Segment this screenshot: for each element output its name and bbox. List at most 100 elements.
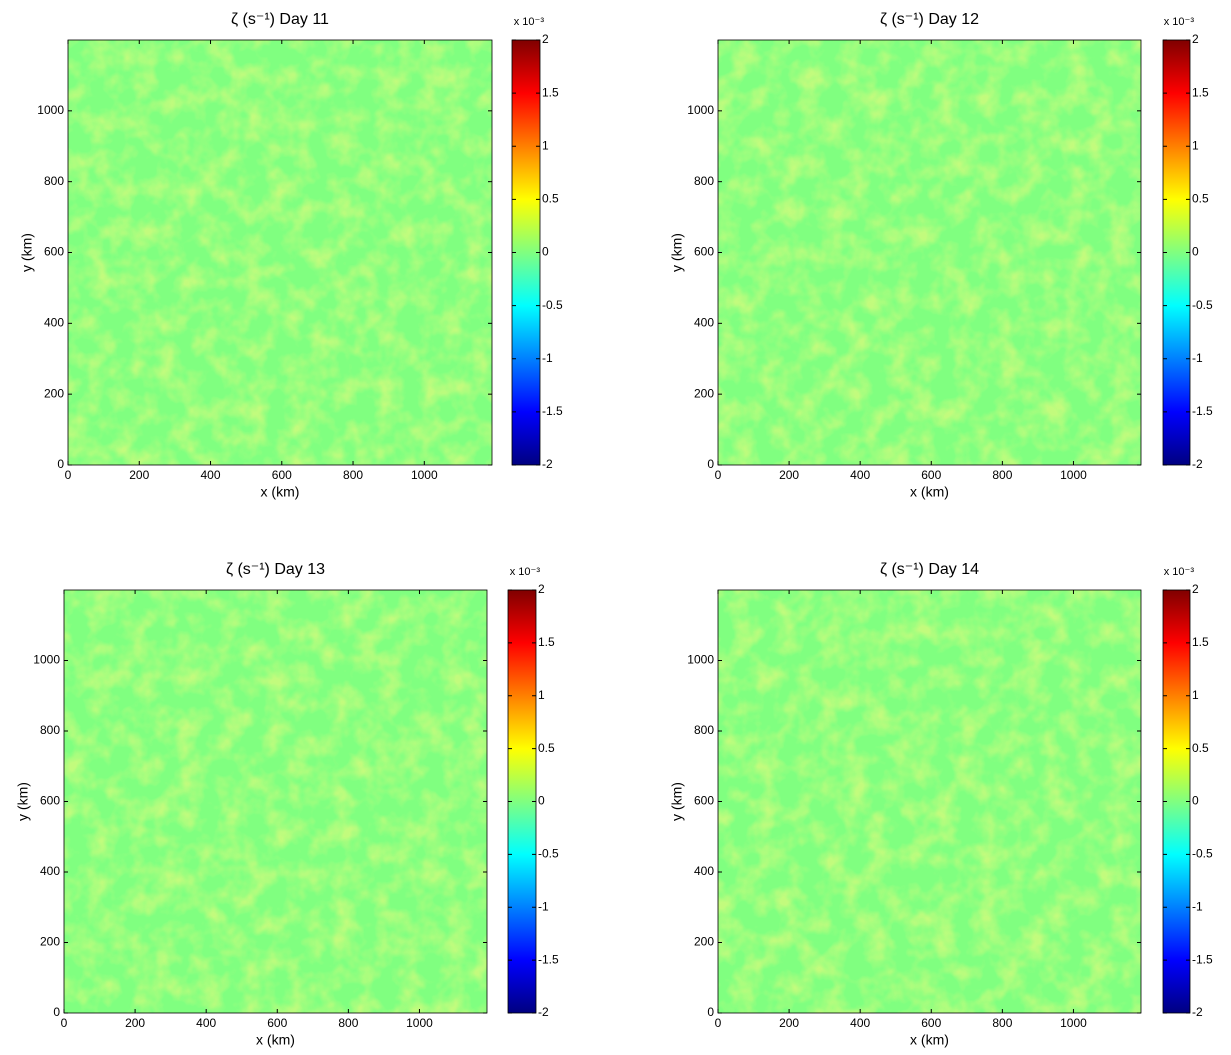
y-tick-label: 0 — [707, 1005, 714, 1019]
x-tick-label: 800 — [343, 468, 363, 482]
colorbar-tick-label: 1 — [538, 688, 545, 702]
colorbar-tick-label: 1 — [1192, 138, 1199, 152]
colorbar — [511, 39, 541, 466]
colorbar-tick-label: -2 — [1192, 457, 1203, 471]
x-tick-label: 400 — [850, 468, 870, 482]
colorbar-tick-label: -0.5 — [538, 847, 559, 861]
y-tick-label: 800 — [694, 723, 714, 737]
colorbar-tick-label: 0.5 — [542, 192, 559, 206]
x-axis-label: x (km) — [256, 1032, 295, 1048]
colorbar-tick-label: 1.5 — [542, 85, 559, 99]
y-tick-label: 600 — [44, 245, 64, 259]
y-tick-label: 200 — [44, 386, 64, 400]
x-tick-label: 800 — [338, 1016, 358, 1030]
colorbar-tick-label: 0 — [1192, 245, 1199, 259]
x-tick-label: 200 — [129, 468, 149, 482]
y-tick-label: 1000 — [37, 103, 64, 117]
panel: ζ (s⁻¹) Day 11x (km)y (km)0 200 400 600 800 1… — [19, 11, 563, 499]
x-tick-label: 1000 — [1060, 1016, 1087, 1030]
x-tick-label: 400 — [850, 1016, 870, 1030]
y-tick-label: 200 — [40, 935, 60, 949]
colorbar-tick-label: -1.5 — [542, 404, 563, 418]
colorbar-tick-label: 2 — [538, 582, 545, 596]
y-axis-label: y (km) — [15, 782, 31, 821]
colorbar-tick-label: 1.5 — [538, 635, 555, 649]
colorbar-tick-label: 2 — [542, 32, 549, 46]
colorbar-tick-label: -1.5 — [538, 952, 559, 966]
colorbar-tick-label: -2 — [1192, 1005, 1203, 1019]
x-tick-label: 600 — [272, 468, 292, 482]
y-tick-label: 1000 — [33, 653, 60, 667]
x-tick-label: 800 — [992, 1016, 1012, 1030]
field-texture — [718, 40, 1141, 465]
panel: ζ (s⁻¹) Day 12x (km)y (km)0 200 400 600 800 1… — [669, 11, 1213, 499]
y-axis-label: y (km) — [669, 233, 685, 272]
x-tick-label: 600 — [921, 1016, 941, 1030]
panel: ζ (s⁻¹) Day 14x (km)y (km)0 200 400 600 800 1… — [669, 561, 1213, 1047]
colorbar-tick-label: -2 — [538, 1005, 549, 1019]
colorbar-tick-label: 2 — [1192, 582, 1199, 596]
colorbar-scale: x 10⁻³ — [514, 16, 545, 28]
x-tick-label: 400 — [201, 468, 221, 482]
y-tick-label: 800 — [694, 174, 714, 188]
chart-title: ζ (s⁻¹) Day 11 — [231, 11, 329, 28]
colorbar-tick-label: 0.5 — [1192, 741, 1209, 755]
colorbar-tick-label: -1 — [1192, 351, 1203, 365]
x-tick-label: 0 — [61, 1016, 68, 1030]
x-tick-label: 800 — [992, 468, 1012, 482]
colorbar — [1162, 589, 1191, 1014]
x-tick-label: 0 — [715, 468, 722, 482]
x-axis-label: x (km) — [910, 1032, 949, 1048]
x-axis-label: x (km) — [910, 484, 949, 500]
y-tick-label: 200 — [694, 386, 714, 400]
colorbar-tick-label: 1.5 — [1192, 635, 1209, 649]
y-tick-label: 0 — [57, 457, 64, 471]
y-tick-label: 800 — [40, 723, 60, 737]
field-texture — [68, 40, 492, 465]
colorbar-tick-label: -1.5 — [1192, 404, 1213, 418]
y-tick-label: 0 — [53, 1005, 60, 1019]
colorbar-tick-label: -1 — [542, 351, 553, 365]
y-tick-label: 600 — [40, 794, 60, 808]
x-tick-label: 200 — [779, 1016, 799, 1030]
colorbar-tick-label: -0.5 — [542, 298, 563, 312]
x-axis-label: x (km) — [261, 484, 300, 500]
y-tick-label: 800 — [44, 174, 64, 188]
y-tick-label: 600 — [694, 245, 714, 259]
x-tick-label: 0 — [715, 1016, 722, 1030]
chart-title: ζ (s⁻¹) Day 14 — [880, 561, 979, 578]
colorbar — [507, 589, 537, 1014]
y-tick-label: 1000 — [687, 653, 714, 667]
colorbar-tick-label: -1 — [1192, 899, 1203, 913]
panel: ζ (s⁻¹) Day 13x (km)y (km)0 200 400 600 800 1… — [15, 561, 559, 1047]
colorbar-tick-label: 0 — [538, 794, 545, 808]
colorbar-tick-label: 0.5 — [1192, 192, 1209, 206]
y-tick-label: 1000 — [687, 103, 714, 117]
y-tick-label: 400 — [44, 316, 64, 330]
y-tick-label: 0 — [707, 457, 714, 471]
colorbar-tick-label: 0 — [542, 245, 549, 259]
colorbar-tick-label: -0.5 — [1192, 298, 1213, 312]
x-tick-label: 1000 — [411, 468, 438, 482]
colorbar-scale: x 10⁻³ — [1164, 566, 1195, 578]
colorbar — [1162, 39, 1191, 466]
y-tick-label: 400 — [694, 316, 714, 330]
field-texture — [64, 590, 487, 1013]
x-tick-label: 0 — [65, 468, 72, 482]
y-axis-label: y (km) — [19, 233, 35, 272]
y-tick-label: 600 — [694, 794, 714, 808]
y-tick-label: 200 — [694, 935, 714, 949]
x-tick-label: 600 — [267, 1016, 287, 1030]
colorbar-tick-label: 0 — [1192, 794, 1199, 808]
field-texture — [718, 590, 1141, 1013]
colorbar-scale: x 10⁻³ — [510, 566, 541, 578]
x-tick-label: 400 — [196, 1016, 216, 1030]
chart-title: ζ (s⁻¹) Day 12 — [880, 11, 979, 28]
y-axis-label: y (km) — [669, 782, 685, 821]
x-tick-label: 200 — [779, 468, 799, 482]
x-tick-label: 600 — [921, 468, 941, 482]
colorbar-scale: x 10⁻³ — [1164, 16, 1195, 28]
colorbar-tick-label: 1 — [542, 138, 549, 152]
colorbar-tick-label: 2 — [1192, 32, 1199, 46]
colorbar-tick-label: -0.5 — [1192, 847, 1213, 861]
